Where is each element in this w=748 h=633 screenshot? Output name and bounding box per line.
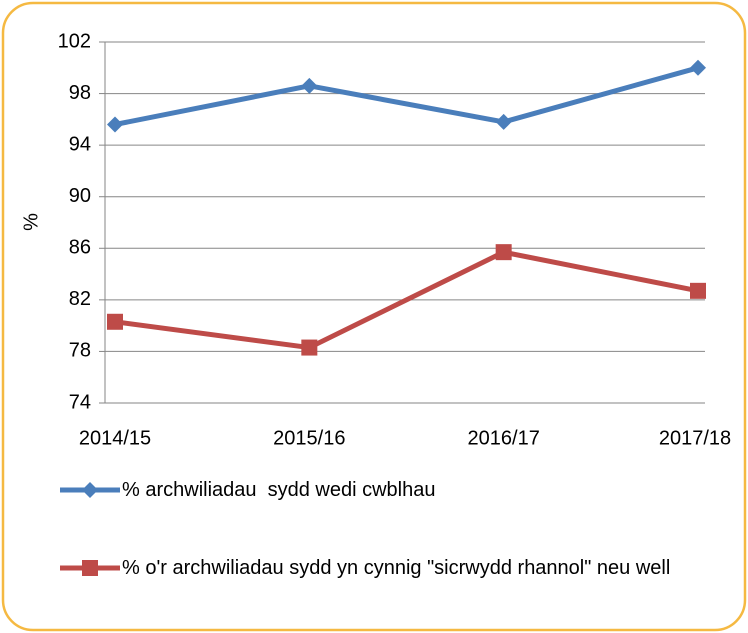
y-tick-label: 90 (69, 185, 91, 207)
marker (495, 113, 512, 130)
y-tick-label: 74 (69, 391, 91, 413)
marker (107, 313, 123, 330)
x-tick-label: 2014/15 (79, 427, 151, 449)
marker (301, 339, 318, 356)
marker (690, 282, 706, 299)
y-tick-label: 94 (69, 133, 91, 155)
marker (301, 77, 318, 94)
x-tick-label: 2015/16 (273, 427, 345, 449)
legend-label: % o'r archwiliadau sydd yn cynnig "sicrw… (122, 557, 671, 579)
x-tick-label: 2016/17 (468, 427, 540, 449)
line (114, 65, 699, 127)
legend-marker (82, 482, 98, 498)
y-tick-label: 86 (69, 237, 91, 259)
line (114, 249, 699, 351)
x-tick-label: 2017/18 (659, 427, 731, 449)
legend-label: % archwiliadau sydd wedi cwblhau (122, 479, 436, 501)
legend-marker (82, 560, 98, 576)
y-tick-label: 102 (58, 30, 91, 52)
y-axis-title: % (20, 213, 42, 231)
y-tick-label: 82 (69, 288, 91, 310)
marker (107, 116, 123, 133)
y-tick-label: 78 (69, 340, 91, 362)
y-tick-label: 98 (69, 82, 91, 104)
marker (495, 244, 512, 261)
marker (690, 59, 706, 76)
